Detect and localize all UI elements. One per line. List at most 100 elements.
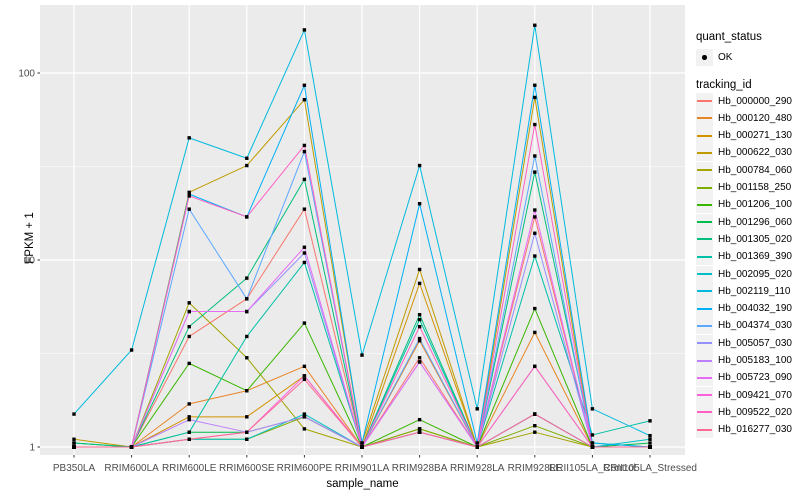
data-point bbox=[187, 190, 191, 195]
x-tick-label: RRIM600SE bbox=[219, 463, 275, 474]
legend-item-Hb_001206_100: Hb_001206_100 bbox=[696, 196, 792, 214]
data-point bbox=[648, 419, 652, 423]
data-point bbox=[245, 297, 249, 301]
data-point bbox=[417, 317, 422, 322]
line-key-icon bbox=[696, 230, 713, 248]
line-key-icon bbox=[696, 161, 713, 179]
data-point bbox=[187, 301, 191, 305]
data-point bbox=[302, 143, 307, 148]
data-point bbox=[533, 83, 537, 87]
data-point bbox=[187, 334, 191, 339]
data-point bbox=[302, 207, 307, 211]
data-point bbox=[533, 430, 537, 434]
data-point bbox=[533, 154, 537, 158]
x-tick-label: RRIM600LE bbox=[162, 463, 217, 474]
data-point bbox=[648, 445, 652, 449]
data-point bbox=[417, 324, 422, 329]
legend-item-label: Hb_002119_110 bbox=[718, 285, 791, 297]
data-point bbox=[648, 437, 652, 441]
legend-item-label: Hb_001369_390 bbox=[718, 251, 792, 263]
data-point bbox=[533, 364, 537, 369]
line-key-icon bbox=[696, 144, 713, 162]
legend-item-label: Hb_001206_100 bbox=[718, 199, 792, 211]
legend-item-Hb_009522_020: Hb_009522_020 bbox=[696, 403, 792, 421]
legend-item-label: Hb_005183_100 bbox=[718, 355, 792, 366]
data-point bbox=[533, 215, 537, 219]
data-point bbox=[187, 207, 191, 211]
data-point bbox=[417, 417, 422, 422]
x-tick-label: RRIM928BA bbox=[392, 463, 448, 474]
data-point bbox=[302, 97, 307, 102]
data-point bbox=[590, 433, 595, 437]
data-point bbox=[302, 260, 307, 265]
data-point bbox=[245, 163, 249, 168]
x-tick-label: RRII105LA_Stressed bbox=[603, 463, 697, 474]
line-key-icon bbox=[696, 196, 713, 214]
line-key-icon bbox=[696, 352, 713, 369]
data-point bbox=[187, 417, 191, 422]
line-key-icon bbox=[696, 300, 713, 318]
legend-item-ok: OK bbox=[696, 49, 732, 66]
line-key-icon bbox=[696, 109, 713, 127]
data-point bbox=[533, 122, 537, 127]
legend-item-Hb_005183_100: Hb_005183_100 bbox=[696, 352, 792, 369]
legend-item-Hb_004374_030: Hb_004374_030 bbox=[696, 317, 792, 335]
data-point bbox=[360, 445, 364, 449]
legend: quant_status OK tracking_id Hb_000000_29… bbox=[694, 0, 800, 500]
data-point bbox=[417, 336, 422, 341]
legend-item-Hb_005057_030: Hb_005057_030 bbox=[696, 334, 792, 352]
data-point bbox=[533, 306, 537, 311]
data-point bbox=[417, 312, 422, 317]
data-point bbox=[302, 374, 307, 378]
data-point bbox=[533, 170, 537, 174]
data-point bbox=[245, 156, 249, 160]
data-point bbox=[72, 437, 76, 441]
data-point bbox=[187, 430, 191, 434]
legend-item-label: Hb_004374_030 bbox=[718, 320, 792, 332]
data-point bbox=[72, 445, 76, 449]
line-key-icon bbox=[696, 334, 713, 352]
y-tick-label: 1 bbox=[29, 443, 35, 454]
data-point bbox=[533, 95, 537, 100]
data-point bbox=[475, 407, 479, 411]
data-point bbox=[417, 427, 422, 431]
legend-item-Hb_001158_250: Hb_001158_250 bbox=[696, 179, 791, 196]
data-point bbox=[72, 412, 76, 416]
data-point bbox=[245, 415, 249, 419]
legend-item-label: Hb_000784_060 bbox=[718, 164, 792, 176]
data-point bbox=[590, 441, 595, 445]
data-point bbox=[475, 441, 479, 445]
data-point bbox=[590, 445, 595, 449]
legend-item-label: Hb_000120_480 bbox=[718, 112, 792, 124]
data-point bbox=[533, 412, 537, 416]
legend-item-Hb_000271_130: Hb_000271_130 bbox=[696, 127, 792, 145]
x-tick-label: RRIM600LA bbox=[104, 463, 159, 474]
legend-item-label: Hb_005723_090 bbox=[718, 372, 792, 384]
data-point bbox=[245, 356, 249, 360]
data-point bbox=[533, 23, 537, 27]
data-point bbox=[590, 407, 595, 411]
data-point bbox=[187, 415, 191, 419]
legend-title-tracking-id: tracking_id bbox=[696, 79, 752, 91]
data-point bbox=[533, 208, 537, 212]
legend-item-Hb_001296_060: Hb_001296_060 bbox=[696, 213, 792, 231]
x-tick-label: RRIM928LE bbox=[508, 463, 563, 474]
line-key-icon bbox=[696, 317, 713, 335]
data-point bbox=[417, 430, 422, 434]
x-tick-label: RRIM901LA bbox=[335, 463, 390, 474]
legend-item-label: Hb_002095_020 bbox=[718, 268, 792, 280]
data-point bbox=[187, 194, 191, 198]
data-point bbox=[417, 339, 422, 343]
legend-item-label: Hb_000622_030 bbox=[718, 147, 792, 159]
data-point bbox=[417, 202, 422, 206]
legend-item-ok-label: OK bbox=[718, 52, 733, 63]
line-key-icon bbox=[696, 421, 713, 439]
data-point bbox=[360, 353, 364, 357]
data-point bbox=[187, 324, 191, 329]
data-point bbox=[187, 361, 191, 366]
legend-item-Hb_001369_390: Hb_001369_390 bbox=[696, 248, 792, 266]
line-key-icon bbox=[696, 92, 713, 110]
data-point bbox=[187, 402, 191, 406]
data-point bbox=[302, 427, 307, 431]
